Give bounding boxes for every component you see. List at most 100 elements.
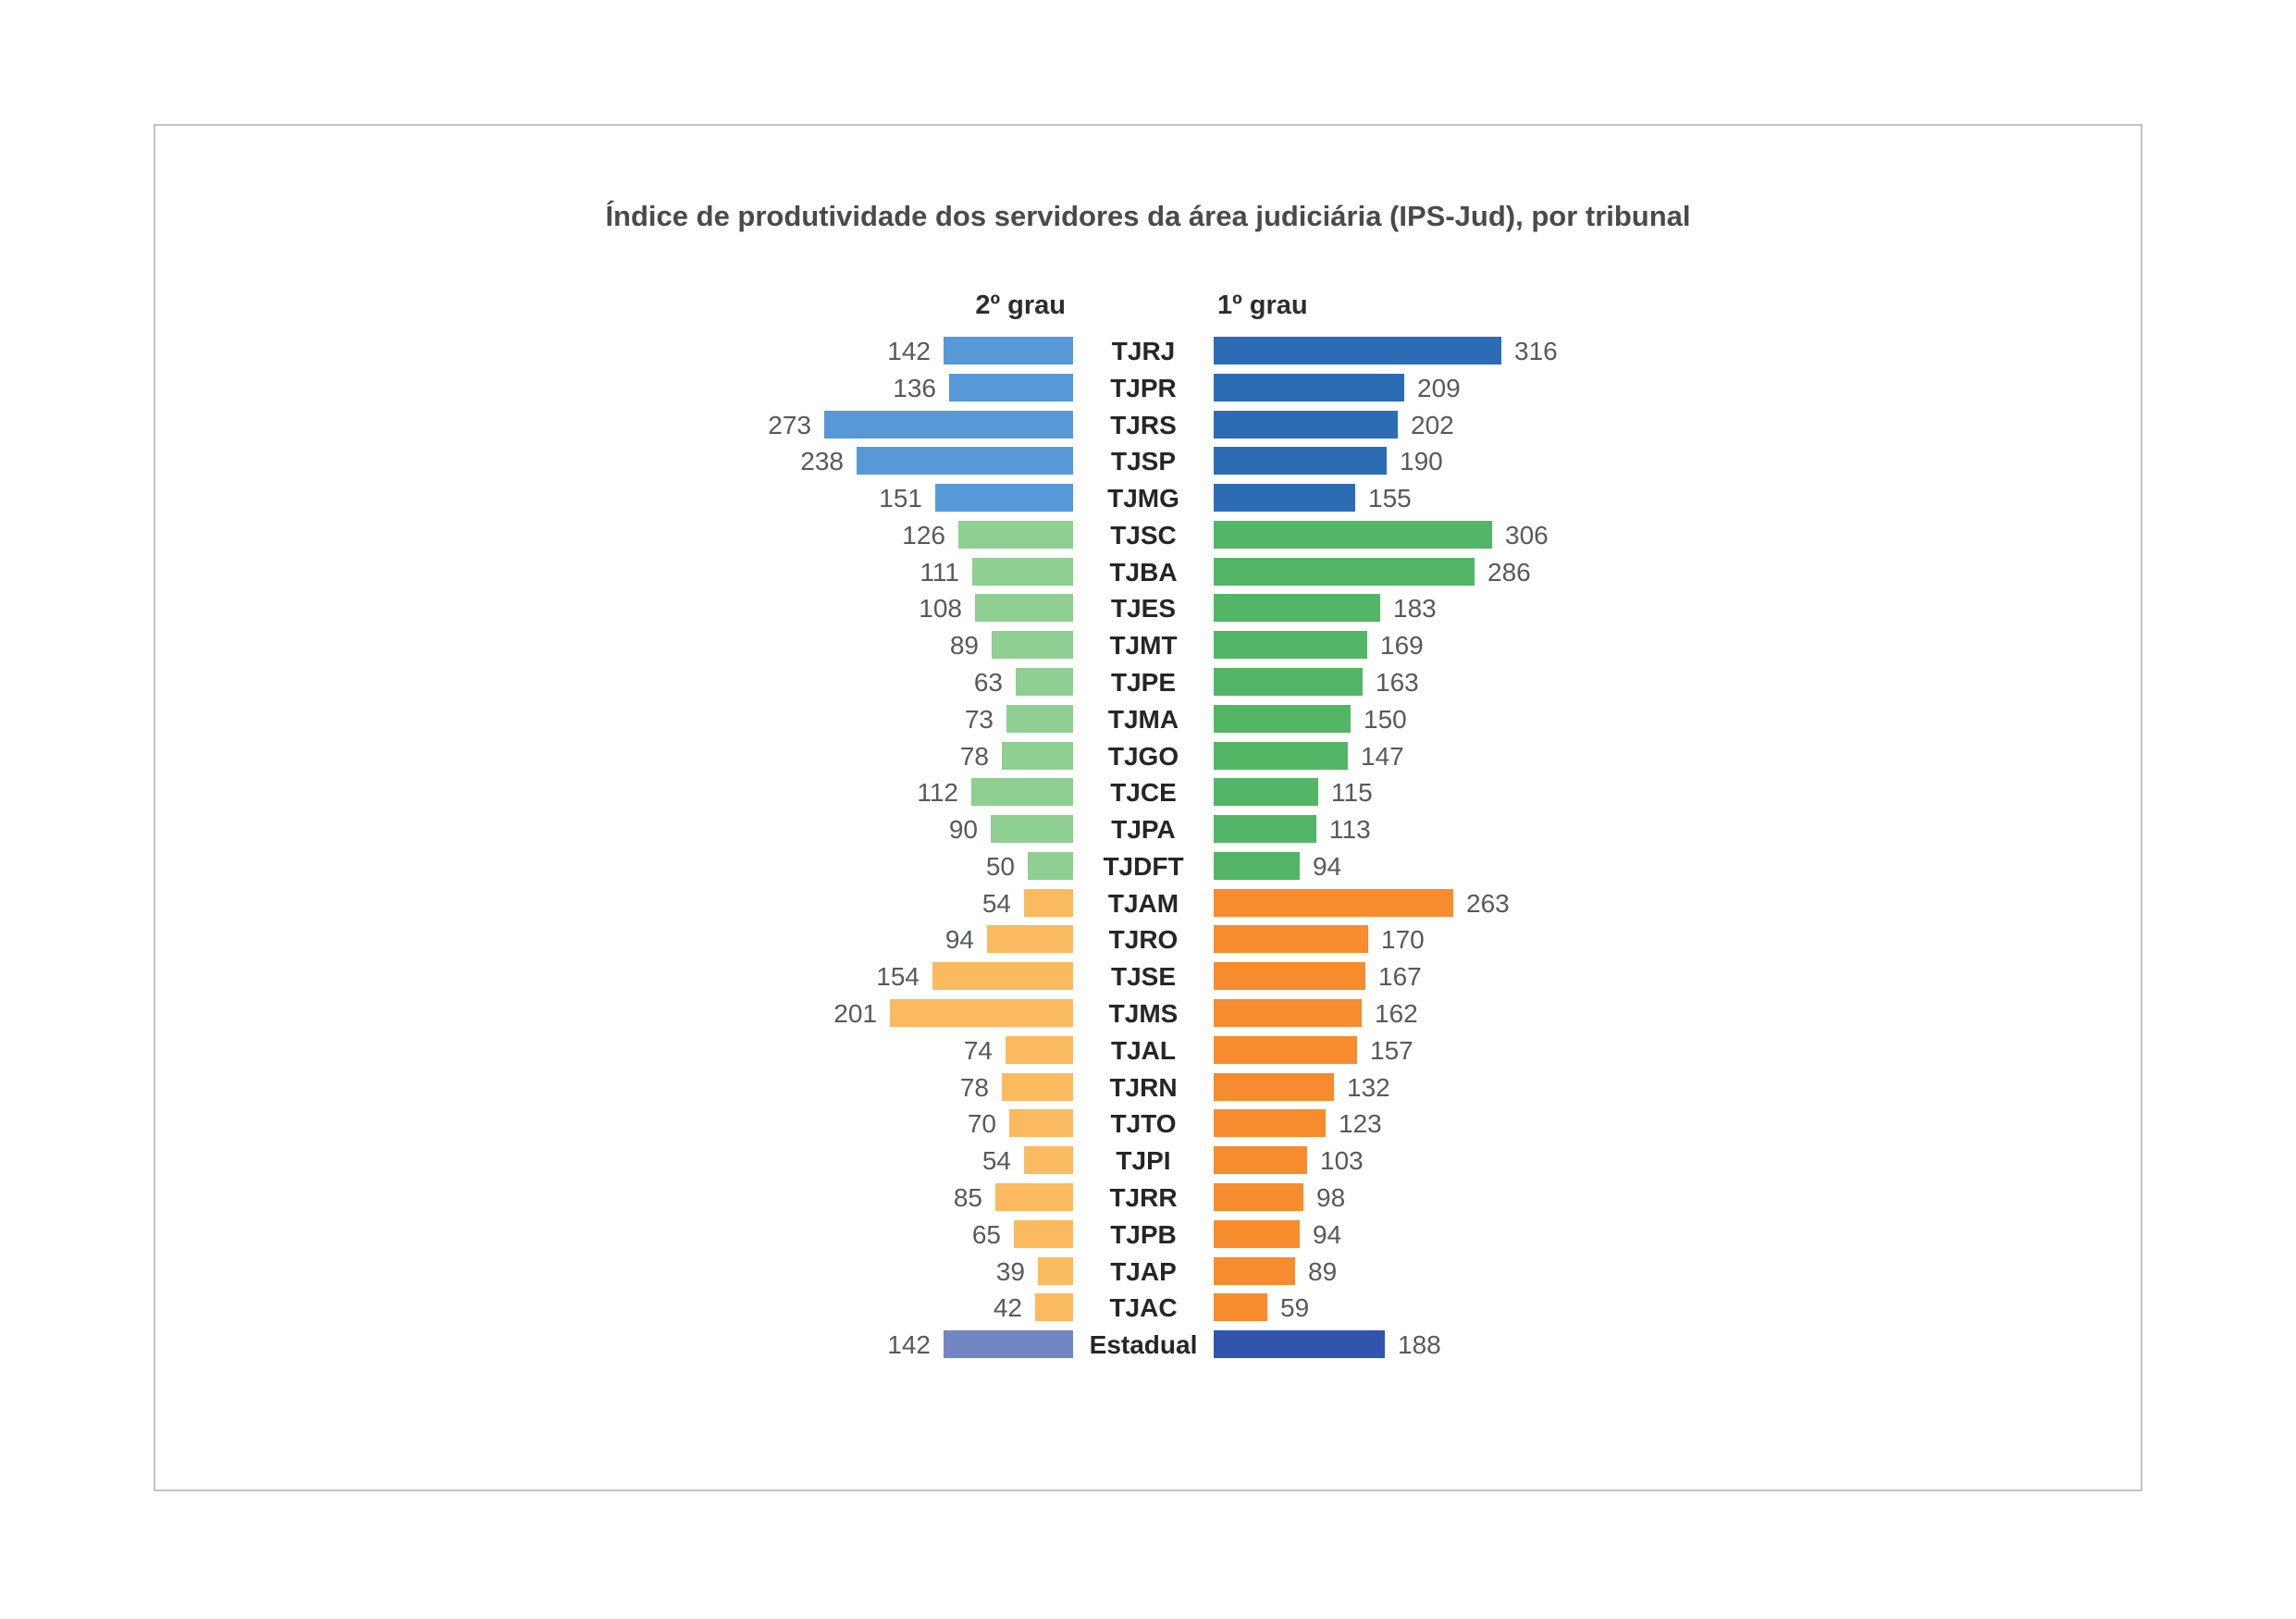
right-value-label: 167 [1378,962,1422,991]
right-value-label: 169 [1380,631,1424,660]
left-bar [857,447,1073,475]
left-bar [944,337,1073,365]
right-value-label: 170 [1381,925,1425,954]
left-series-header: 2º grau [975,290,1066,320]
left-bar [944,1330,1073,1358]
right-value-label: 94 [1313,1220,1342,1249]
left-value-label: 201 [833,999,877,1028]
category-label: TJPI [1116,1146,1171,1175]
right-value-label: 113 [1329,815,1371,844]
chart-title: Índice de produtividade dos servidores d… [605,200,1691,232]
right-value-label: 150 [1364,705,1407,734]
left-value-label: 136 [893,374,936,402]
left-bar [1035,1293,1073,1321]
category-label: TJSC [1110,521,1177,550]
category-label: TJRN [1109,1073,1178,1102]
right-bar [1214,1293,1267,1321]
category-label: TJPR [1110,374,1177,402]
right-value-label: 98 [1316,1183,1346,1212]
left-bar [932,962,1073,990]
left-bar [1002,742,1073,770]
right-bar [1214,631,1367,659]
left-value-label: 111 [920,558,959,587]
left-value-label: 142 [887,337,931,365]
right-value-label: 188 [1398,1330,1441,1359]
category-label: TJGO [1107,742,1179,771]
right-bar [1214,1036,1357,1064]
right-value-label: 286 [1487,558,1531,587]
chart-panel [154,124,2142,1491]
right-bar [1214,411,1398,439]
category-label: TJCE [1110,778,1177,807]
left-value-label: 142 [887,1330,931,1359]
category-label: TJAP [1110,1257,1177,1286]
right-bar [1214,999,1362,1027]
left-value-label: 78 [959,1073,989,1102]
left-bar [1002,1073,1073,1101]
right-value-label: 94 [1313,852,1342,881]
left-value-label: 89 [949,631,979,660]
category-label: TJPA [1111,815,1176,844]
right-value-label: 183 [1393,594,1437,623]
right-value-label: 202 [1411,411,1454,439]
right-value-label: 306 [1505,521,1549,550]
left-bar [1024,889,1073,917]
left-bar [890,999,1073,1027]
category-label: TJDFT [1103,852,1184,881]
category-label: TJES [1110,594,1177,623]
left-bar [971,778,1073,806]
category-label: TJSP [1110,447,1177,476]
right-bar [1214,594,1380,622]
right-bar [1214,337,1501,365]
category-label: TJMA [1107,705,1179,734]
left-value-label: 94 [944,925,974,954]
category-label: TJMG [1107,484,1179,513]
right-bar [1214,521,1492,549]
right-bar [1214,1146,1307,1174]
left-bar [935,484,1073,512]
right-bar [1214,925,1368,953]
left-bar [949,374,1073,402]
right-value-label: 132 [1347,1073,1390,1102]
right-bar [1214,558,1475,586]
right-bar [1214,1073,1334,1101]
right-bar [1214,962,1365,990]
right-value-label: 263 [1466,889,1510,918]
category-label: TJMS [1108,999,1179,1028]
category-label: TJAL [1111,1036,1176,1065]
right-bar [1214,1330,1385,1358]
category-label: TJAM [1107,889,1179,918]
right-value-label: 209 [1417,374,1461,402]
left-value-label: 108 [919,594,962,623]
left-bar [972,558,1073,586]
left-value-label: 90 [948,815,978,844]
right-bar [1214,852,1300,880]
right-bar [1214,447,1387,475]
category-label: TJRS [1110,411,1177,439]
right-value-label: 89 [1308,1257,1338,1286]
left-value-label: 238 [800,447,844,476]
left-value-label: 54 [981,1146,1011,1175]
category-label: TJMT [1109,631,1178,660]
left-value-label: 78 [959,742,989,771]
category-label: TJTO [1110,1109,1177,1138]
right-bar [1214,1109,1326,1137]
left-value-label: 50 [985,852,1015,881]
category-label: TJPE [1110,668,1177,697]
category-label: TJRR [1109,1183,1178,1212]
right-bar [1214,374,1404,402]
category-label: TJPB [1110,1220,1177,1249]
left-bar [1024,1146,1073,1174]
right-value-label: 162 [1375,999,1418,1028]
left-bar [995,1183,1073,1211]
left-bar [1028,852,1073,880]
left-bar [1038,1257,1073,1285]
left-value-label: 63 [973,668,1003,697]
left-bar [1006,705,1073,733]
category-label: TJRJ [1111,337,1176,365]
right-bar [1214,889,1453,917]
left-bar [991,815,1073,843]
left-value-label: 70 [967,1109,996,1138]
right-bar [1214,778,1318,806]
